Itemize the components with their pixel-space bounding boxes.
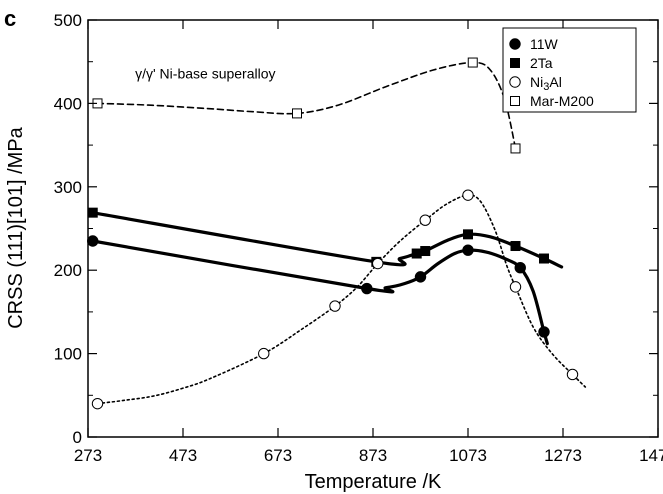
legend-label-mar-m200: Mar-M200 [530, 93, 594, 109]
data-point-11w [87, 235, 99, 247]
y-tick-label: 400 [54, 94, 82, 113]
data-point-mar-m200 [467, 57, 478, 68]
series-line-mar-m200 [96, 61, 517, 150]
data-point-11w [462, 244, 474, 256]
data-point-2ta [539, 253, 549, 264]
series-layer [87, 57, 587, 410]
x-tick-label: 873 [359, 446, 387, 465]
data-point-ni3al [91, 397, 104, 410]
data-point-ni3al [462, 189, 474, 201]
data-point-11w [538, 326, 550, 338]
series-mar-m200 [92, 57, 521, 154]
legend-marker-11w [509, 38, 521, 50]
x-tick-label: 673 [264, 446, 292, 465]
data-point-2ta [420, 246, 431, 257]
data-point-11w [414, 271, 427, 283]
data-point-2ta [463, 229, 473, 240]
data-point-ni3al [566, 368, 579, 381]
tick-layer: 273 473 673 873 1073 1273 1473 0 100 200 300 400 500 [54, 11, 663, 465]
data-point-mar-m200 [510, 143, 521, 154]
data-point-2ta [87, 207, 98, 218]
data-point-2ta [510, 241, 521, 252]
x-tick-label: 473 [169, 446, 197, 465]
data-point-11w [361, 282, 373, 295]
x-tick-label: 1273 [544, 446, 582, 465]
legend-label-11w: 11W [530, 36, 559, 52]
data-point-11w [514, 261, 526, 274]
legend-box [502, 27, 637, 113]
legend-marker-2ta [510, 58, 520, 68]
x-tick-label: 273 [74, 446, 102, 465]
y-tick-label: 200 [54, 261, 82, 280]
y-tick-label: 100 [54, 345, 82, 364]
data-point-mar-m200 [292, 108, 302, 119]
y-tick-label: 500 [54, 11, 82, 30]
legend-label-ni3al: Ni3Al [530, 74, 562, 93]
data-point-ni3al [372, 257, 384, 270]
series-line-ni3al [96, 194, 587, 405]
data-point-ni3al [509, 281, 522, 293]
y-axis-title: CRSS (111)[101] /MPa [5, 126, 27, 328]
series-11w [87, 235, 550, 346]
legend-marker-ni3al [509, 76, 521, 88]
x-axis-title: Temperature /K [305, 471, 442, 493]
data-point-ni3al [329, 300, 341, 312]
legend-marker-mar-m200 [510, 96, 520, 106]
y-tick-label: 0 [73, 428, 82, 447]
data-point-ni3al [419, 214, 431, 226]
series-2ta [87, 207, 564, 269]
data-point-ni3al [258, 347, 270, 360]
data-point-2ta [411, 248, 422, 259]
x-tick-label: 1473 [639, 446, 663, 465]
y-tick-label: 300 [54, 178, 82, 197]
x-tick-label: 1073 [449, 446, 487, 465]
series-line-11w [91, 239, 549, 346]
series-ni3al [91, 189, 587, 410]
panel-label: c [4, 6, 16, 31]
legend-label-2ta: 2Ta [530, 55, 553, 71]
annotation-superalloy: γ/γ' Ni-base superalloy [135, 65, 275, 81]
